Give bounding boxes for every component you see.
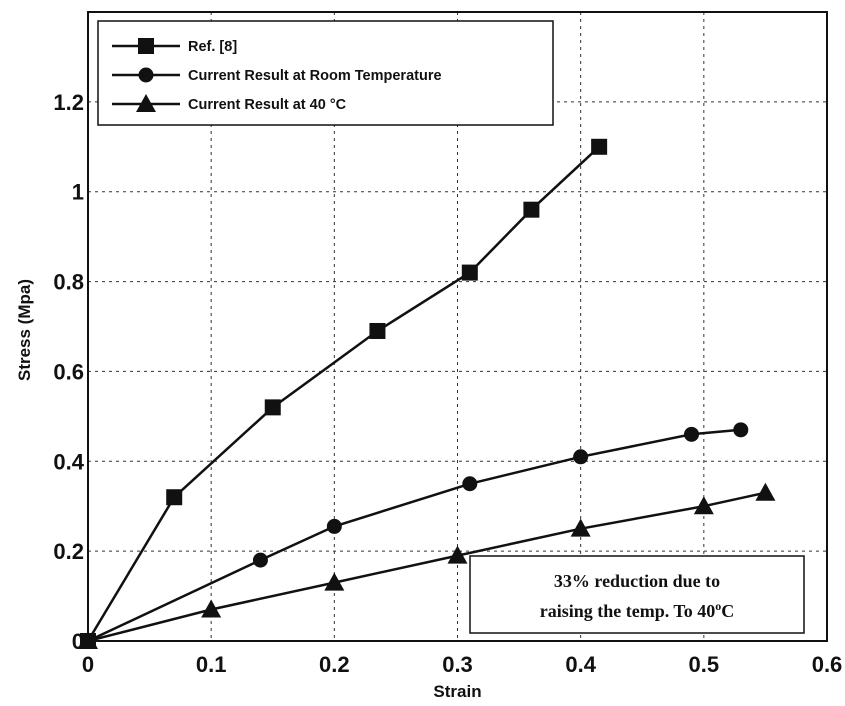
legend: Ref. [8] Current Result at Room Temperatu… bbox=[97, 20, 554, 126]
data-point-triangle bbox=[201, 599, 222, 618]
data-point-square bbox=[461, 264, 478, 281]
y-tick-label: 1.2 bbox=[53, 90, 84, 115]
y-axis-label: Stress (Mpa) bbox=[15, 279, 34, 381]
data-point-square bbox=[369, 322, 386, 339]
legend-entry: Current Result at 40 °C bbox=[112, 94, 347, 113]
annotation-superscript: o bbox=[715, 599, 721, 613]
legend-marker bbox=[138, 38, 154, 54]
data-point-square bbox=[591, 138, 608, 155]
x-tick-label: 0.4 bbox=[565, 652, 596, 677]
data-point-circle bbox=[573, 449, 589, 465]
y-tick-label: 0.8 bbox=[53, 270, 84, 295]
x-tick-label: 0.6 bbox=[812, 652, 843, 677]
y-tick-label: 0.4 bbox=[53, 449, 84, 474]
annotation-unit: C bbox=[721, 601, 734, 621]
annotation-box: 33% reduction due to raising the temp. T… bbox=[469, 555, 805, 634]
data-point-square bbox=[166, 489, 183, 506]
legend-box bbox=[97, 20, 554, 126]
x-tick-label: 0.1 bbox=[196, 652, 227, 677]
legend-marker bbox=[136, 94, 156, 112]
data-point-triangle bbox=[447, 545, 468, 564]
annotation-frame bbox=[469, 555, 805, 634]
legend-label: Ref. [8] bbox=[188, 39, 237, 55]
data-point-triangle bbox=[693, 496, 714, 515]
data-point-square bbox=[523, 201, 540, 218]
x-tick-label: 0 bbox=[82, 652, 94, 677]
data-point-circle bbox=[326, 518, 342, 534]
data-point-triangle bbox=[755, 482, 776, 501]
data-point-triangle bbox=[78, 631, 98, 649]
legend-label: Current Result at Room Temperature bbox=[188, 68, 442, 84]
y-tick-label: 0.6 bbox=[53, 359, 84, 384]
legend-entry: Current Result at Room Temperature bbox=[112, 67, 442, 84]
data-point-circle bbox=[252, 552, 268, 568]
series-triangle bbox=[78, 482, 776, 649]
data-point-square bbox=[264, 399, 281, 416]
data-point-triangle bbox=[324, 572, 345, 591]
x-axis-label: Strain bbox=[433, 682, 481, 701]
x-tick-label: 0.2 bbox=[319, 652, 350, 677]
x-tick-label: 0.3 bbox=[442, 652, 473, 677]
annotation-line-2: raising the temp. To 40oC bbox=[540, 599, 735, 621]
y-tick-label: 0.2 bbox=[53, 539, 84, 564]
data-point-triangle bbox=[570, 518, 591, 537]
annotation-line-1: 33% reduction due to bbox=[554, 571, 720, 591]
data-point-circle bbox=[462, 476, 478, 492]
annotation-line-2-text: raising the temp. To 40 bbox=[540, 601, 716, 621]
legend-entry: Ref. [8] bbox=[112, 38, 237, 55]
data-point-circle bbox=[684, 426, 700, 442]
y-tick-label: 1 bbox=[72, 180, 84, 205]
series-group bbox=[78, 138, 776, 649]
legend-marker bbox=[138, 67, 154, 83]
axis-ticks: 0 0.1 0.2 0.3 0.4 0.5 0.600.20.40.60.811.2 bbox=[53, 90, 842, 677]
series-circle bbox=[80, 422, 749, 649]
x-tick-label: 0.5 bbox=[689, 652, 720, 677]
legend-label: Current Result at 40 °C bbox=[188, 97, 347, 113]
plot-area-frame bbox=[87, 11, 828, 642]
data-point-circle bbox=[733, 422, 749, 438]
